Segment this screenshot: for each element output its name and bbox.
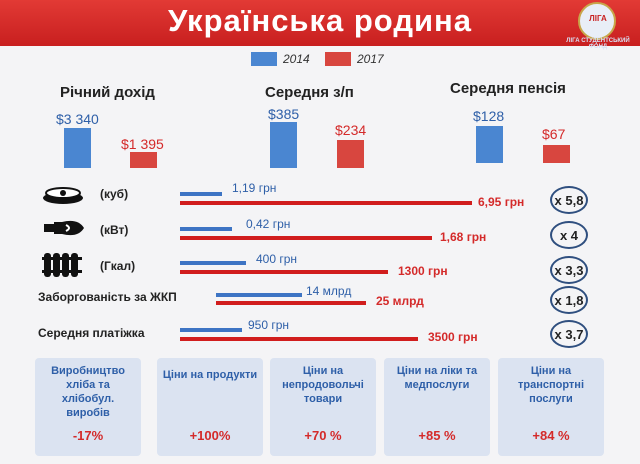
line-avg-bill-2017 bbox=[180, 337, 418, 341]
income-label-annual: Річний дохід bbox=[60, 84, 155, 101]
card-value: +100% bbox=[189, 428, 231, 443]
row-label-electricity: (кВт) bbox=[100, 223, 129, 237]
gas-2017-value: 6,95 грн bbox=[478, 195, 525, 209]
avg-bill-2014-value: 950 грн bbox=[248, 318, 290, 332]
legend-label-2014: 2014 bbox=[283, 52, 310, 66]
line-gas-2014 bbox=[180, 192, 222, 196]
income-annual-2017: $1 395 bbox=[121, 136, 164, 152]
income-annual-2014: $3 340 bbox=[56, 111, 99, 127]
card-value: +84 % bbox=[532, 428, 570, 443]
card-label: Ціни на транспортні послуги bbox=[517, 365, 584, 405]
line-electricity-2017 bbox=[180, 236, 432, 240]
row-label-debt: Заборгованість за ЖКП bbox=[38, 290, 177, 304]
legend-swatch-2017 bbox=[325, 52, 351, 66]
legend-swatch-2014 bbox=[251, 52, 277, 66]
bar-salary-2017 bbox=[337, 140, 364, 168]
logo: ЛІГА ЛІГА СТУДЕНТСЬКИЙ ФОНД bbox=[560, 0, 636, 50]
card-food-prices: Ціни на продукти +100% bbox=[157, 358, 263, 456]
row-label-heating: (Гкал) bbox=[100, 259, 136, 273]
gas-2014-value: 1,19 грн bbox=[232, 181, 277, 195]
card-value: -17% bbox=[72, 428, 104, 443]
radiator-icon bbox=[40, 251, 86, 277]
heating-2017-value: 1300 грн bbox=[398, 264, 448, 278]
heating-multiplier: x 3,3 bbox=[550, 256, 588, 284]
legend-label-2017: 2017 bbox=[357, 52, 384, 66]
income-pension-2017: $67 bbox=[542, 126, 566, 142]
bar-pension-2017 bbox=[543, 145, 570, 163]
logo-abbr: ЛІГА bbox=[589, 14, 607, 23]
line-gas-2017 bbox=[180, 201, 472, 205]
row-label-gas: (куб) bbox=[100, 187, 129, 201]
debt-2014-value: 14 млрд bbox=[306, 284, 352, 298]
card-label: Ціни на непродовольчі товари bbox=[282, 365, 364, 405]
heating-2014-value: 400 грн bbox=[256, 252, 298, 266]
bar-pension-2014 bbox=[476, 126, 503, 163]
income-pension-2014: $128 bbox=[473, 108, 505, 124]
card-label: Ціни на продукти bbox=[162, 369, 258, 381]
electricity-multiplier: x 4 bbox=[550, 221, 588, 249]
gas-multiplier: x 5,8 bbox=[550, 186, 588, 214]
card-bread-production: Виробництво хліба та хлібобул. виробів -… bbox=[35, 358, 141, 456]
light-bulb-icon bbox=[42, 216, 88, 240]
card-medicine-prices: Ціни на ліки та медпослуги +85 % bbox=[384, 358, 490, 456]
page-title: Українська родина bbox=[167, 3, 473, 38]
line-avg-bill-2014 bbox=[180, 328, 242, 332]
debt-multiplier: x 1,8 bbox=[550, 286, 588, 314]
debt-2017-value: 25 млрд bbox=[376, 294, 424, 308]
logo-emblem-icon bbox=[578, 2, 616, 40]
income-label-salary: Середня з/п bbox=[265, 84, 354, 101]
card-nonfood-prices: Ціни на непродовольчі товари +70 % bbox=[270, 358, 376, 456]
income-salary-2017: $234 bbox=[335, 122, 367, 138]
avg-bill-2017-value: 3500 грн bbox=[428, 330, 478, 344]
bar-annual-2014 bbox=[64, 128, 91, 168]
header-bar bbox=[0, 0, 640, 46]
electricity-2017-value: 1,68 грн bbox=[440, 230, 487, 244]
card-label: Ціни на ліки та медпослуги bbox=[396, 365, 478, 391]
electricity-2014-value: 0,42 грн bbox=[246, 217, 291, 231]
line-electricity-2014 bbox=[180, 227, 232, 231]
row-label-avg-bill: Середня платіжка bbox=[38, 326, 145, 340]
line-heating-2017 bbox=[180, 270, 388, 274]
card-label: Виробництво хліба та хлібобул. виробів bbox=[51, 365, 125, 419]
income-salary-2014: $385 bbox=[268, 106, 300, 122]
line-heating-2014 bbox=[180, 261, 246, 265]
line-debt-2017 bbox=[216, 301, 366, 305]
bar-salary-2014 bbox=[270, 122, 297, 168]
card-value: +70 % bbox=[304, 428, 342, 443]
line-debt-2014 bbox=[216, 293, 302, 297]
gas-burner-icon bbox=[40, 182, 86, 206]
bar-annual-2017 bbox=[130, 152, 157, 168]
card-value: +85 % bbox=[418, 428, 456, 443]
avg-bill-multiplier: x 3,7 bbox=[550, 320, 588, 348]
income-label-pension: Середня пенсія bbox=[450, 80, 566, 97]
card-transport-prices: Ціни на транспортні послуги +84 % bbox=[498, 358, 604, 456]
logo-caption: ЛІГА СТУДЕНТСЬКИЙ ФОНД bbox=[566, 38, 630, 50]
